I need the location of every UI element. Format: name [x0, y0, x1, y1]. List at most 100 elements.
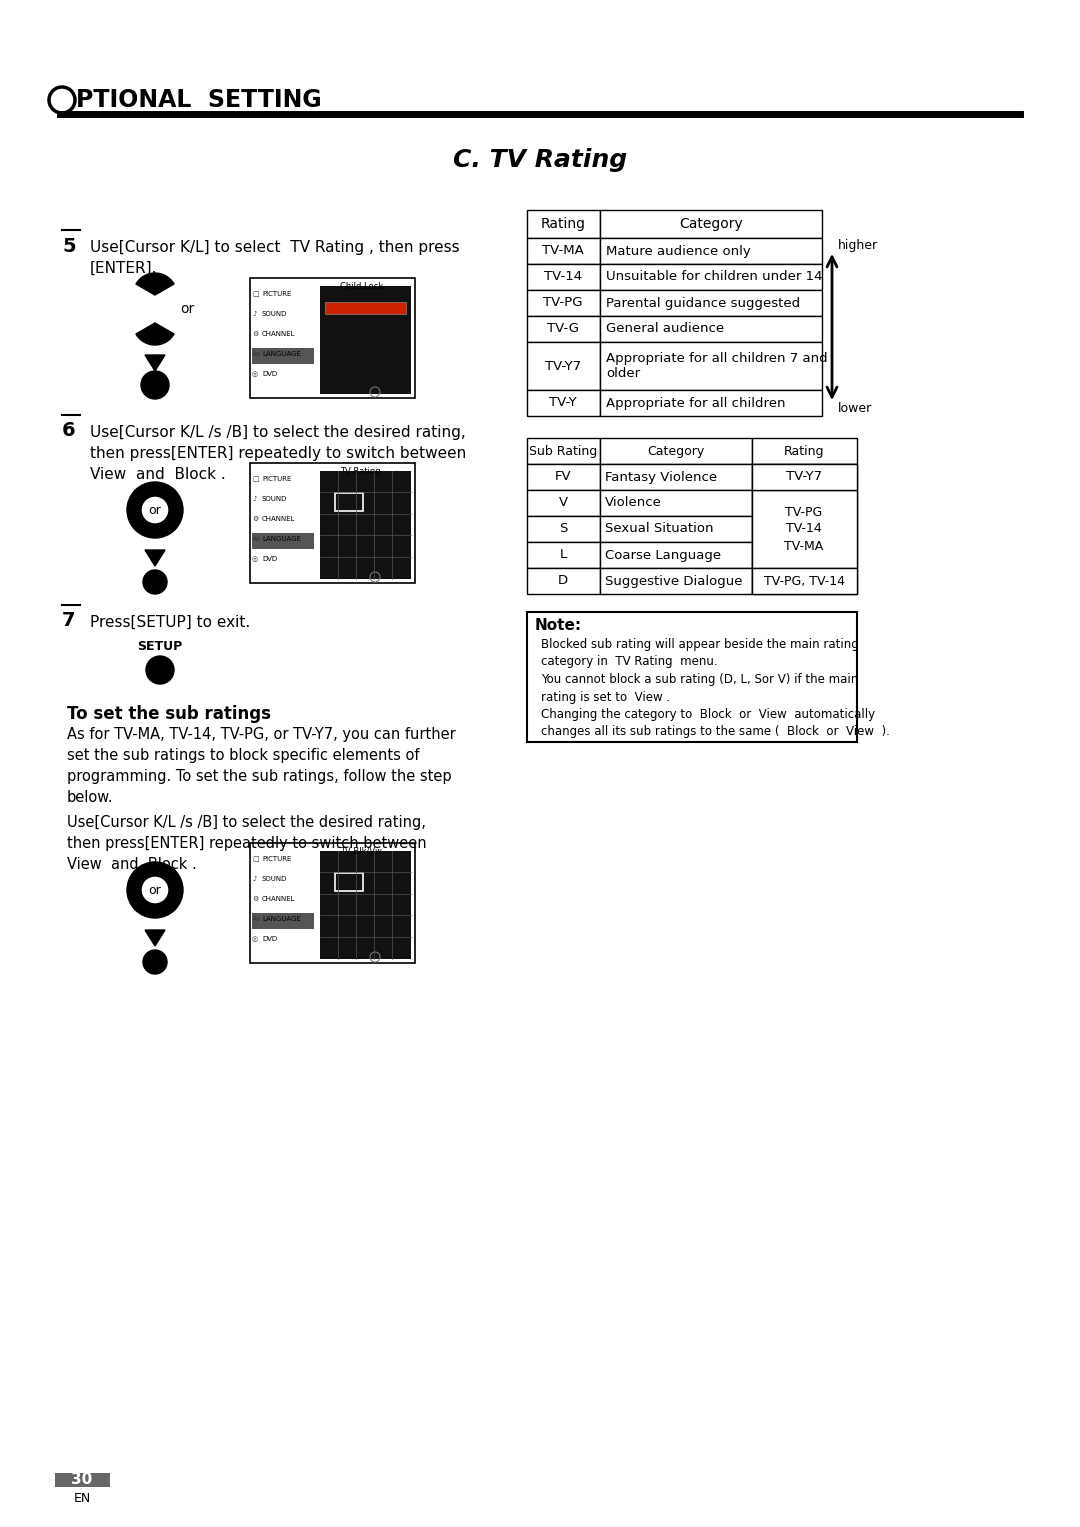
Wedge shape — [156, 870, 183, 910]
Bar — [752, 490, 858, 516]
Text: Rating: Rating — [540, 217, 585, 231]
Text: Note:: Note: — [535, 618, 582, 634]
Polygon shape — [145, 354, 165, 371]
Wedge shape — [135, 510, 175, 538]
Text: TV-Y7: TV-Y7 — [786, 470, 822, 484]
Text: lower: lower — [838, 403, 873, 415]
Bar — [752, 464, 858, 490]
Text: ♪: ♪ — [252, 312, 257, 318]
Text: PICTURE: PICTURE — [262, 476, 292, 483]
Text: EN: EN — [73, 1492, 91, 1504]
Text: Child Lock: Child Lock — [340, 282, 383, 292]
Text: Appropriate for all children: Appropriate for all children — [606, 397, 785, 409]
Text: Use[Cursor K/L] to select  TV Rating , then press
[ENTER].: Use[Cursor K/L] to select TV Rating , th… — [90, 240, 460, 276]
Text: PICTURE: PICTURE — [262, 292, 292, 296]
Wedge shape — [127, 490, 156, 530]
Text: Blocked sub rating will appear beside the main rating
category in  TV Rating  me: Blocked sub rating will appear beside th… — [541, 638, 890, 739]
Bar — [600, 290, 822, 316]
Circle shape — [143, 878, 167, 902]
Text: FV: FV — [555, 470, 571, 484]
Text: 5: 5 — [62, 237, 76, 255]
Bar — [527, 238, 600, 264]
Bar — [252, 533, 314, 550]
Bar — [527, 464, 600, 490]
Wedge shape — [136, 324, 174, 345]
Text: ◎: ◎ — [252, 371, 258, 377]
Bar — [600, 389, 822, 415]
Bar — [600, 264, 822, 290]
Bar — [752, 542, 858, 568]
Bar — [527, 438, 600, 464]
Text: Fantasy Violence: Fantasy Violence — [605, 470, 717, 484]
Bar — [249, 278, 415, 399]
Text: TV-Y7: TV-Y7 — [545, 359, 581, 373]
Bar — [252, 913, 314, 928]
Text: Use[Cursor K/L /s /B] to select the desired rating,
then press[ENTER] repeatedly: Use[Cursor K/L /s /B] to select the desi… — [90, 425, 467, 483]
Bar — [752, 464, 858, 490]
Bar — [527, 264, 600, 290]
Circle shape — [146, 657, 174, 684]
Bar — [335, 493, 363, 512]
Text: ◎: ◎ — [252, 936, 258, 942]
Bar — [600, 342, 822, 389]
Text: ◎: ◎ — [252, 556, 258, 562]
Text: Suggestive Dialogue: Suggestive Dialogue — [605, 574, 743, 588]
Bar — [252, 348, 314, 363]
Bar — [320, 286, 411, 394]
Text: 7: 7 — [62, 611, 76, 631]
Text: 30: 30 — [71, 1472, 93, 1487]
Wedge shape — [127, 870, 156, 910]
Bar — [600, 438, 752, 464]
Wedge shape — [135, 863, 175, 890]
Bar — [527, 211, 600, 238]
Bar — [527, 516, 600, 542]
Bar — [752, 438, 858, 464]
Text: Use[Cursor K/L /s /B] to select the desired rating,
then press[ENTER] repeatedly: Use[Cursor K/L /s /B] to select the desi… — [67, 815, 427, 872]
Text: CHANNEL: CHANNEL — [262, 516, 296, 522]
Text: or: or — [149, 504, 161, 516]
Bar — [600, 490, 752, 516]
Bar — [752, 516, 858, 542]
Bar — [249, 463, 415, 583]
Bar — [752, 568, 858, 594]
Text: Category: Category — [679, 217, 743, 231]
Text: ♪: ♪ — [252, 876, 257, 883]
Bar — [752, 490, 858, 568]
Text: Violence: Violence — [605, 496, 662, 510]
Text: or: or — [180, 302, 194, 316]
Bar — [600, 464, 752, 490]
Text: General audience: General audience — [606, 322, 724, 336]
Text: □: □ — [252, 857, 258, 863]
Text: TV Rating: TV Rating — [340, 467, 380, 476]
Text: TV-MA: TV-MA — [542, 244, 584, 258]
Text: C. TV Rating: C. TV Rating — [453, 148, 627, 173]
Bar — [527, 290, 600, 316]
Wedge shape — [135, 483, 175, 510]
Text: Appropriate for all children 7 and
older: Appropriate for all children 7 and older — [606, 353, 827, 380]
Text: D: D — [558, 574, 568, 588]
Wedge shape — [135, 890, 175, 918]
Text: □: □ — [252, 292, 258, 296]
Text: CHANNEL: CHANNEL — [262, 331, 296, 337]
Text: V: V — [558, 496, 568, 510]
Bar — [527, 389, 600, 415]
Text: Sexual Situation: Sexual Situation — [605, 522, 714, 536]
Text: DVD: DVD — [262, 556, 278, 562]
Bar — [600, 238, 822, 264]
Text: SETUP: SETUP — [137, 640, 183, 654]
Text: To set the sub ratings: To set the sub ratings — [67, 705, 271, 722]
Text: Press[SETUP] to exit.: Press[SETUP] to exit. — [90, 615, 251, 631]
Polygon shape — [145, 930, 165, 947]
Text: TV-14: TV-14 — [544, 270, 582, 284]
Bar — [527, 316, 600, 342]
Wedge shape — [136, 273, 174, 295]
Text: As for TV-MA, TV-14, TV-PG, or TV-Y7, you can further
set the sub ratings to blo: As for TV-MA, TV-14, TV-PG, or TV-Y7, yo… — [67, 727, 456, 805]
Circle shape — [141, 371, 168, 399]
Text: DVD: DVD — [262, 371, 278, 377]
Text: TV-PG
TV-14
TV-MA: TV-PG TV-14 TV-MA — [784, 505, 824, 553]
Polygon shape — [145, 550, 165, 567]
Text: LANGUAGE: LANGUAGE — [262, 351, 301, 357]
Circle shape — [143, 570, 167, 594]
Text: ⚙: ⚙ — [252, 331, 258, 337]
Wedge shape — [156, 490, 183, 530]
